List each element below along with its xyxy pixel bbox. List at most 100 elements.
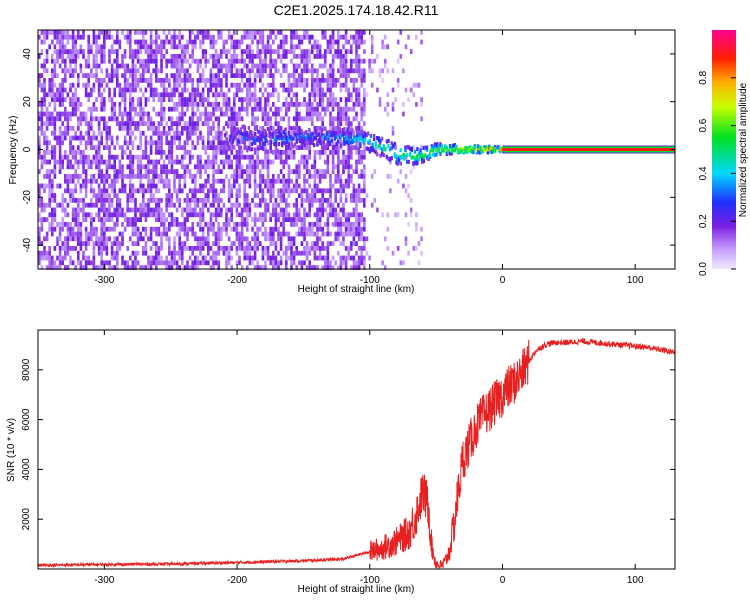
spectrogram-cell: [360, 78, 363, 83]
spectrogram-cell: [355, 39, 358, 45]
spectrogram-cell: [155, 250, 158, 256]
spectrogram-cell: [170, 140, 174, 146]
spectrogram-cell: [201, 164, 205, 170]
spectrogram-cell: [103, 126, 106, 131]
spectrogram-cell: [334, 207, 337, 213]
spectrogram-cell: [264, 97, 267, 102]
spectrogram-cell: [69, 68, 72, 74]
spectrogram-cell: [186, 97, 189, 102]
spectrogram-cell: [240, 169, 244, 174]
spectrogram-cell: [339, 87, 343, 93]
spectrogram-cell: [84, 121, 88, 126]
spectrogram-cell: [217, 121, 220, 126]
spectrogram-cell: [326, 154, 330, 160]
spectrogram-cell: [357, 126, 361, 131]
spectrogram-cell: [45, 111, 49, 117]
spectrogram-cell: [344, 193, 348, 198]
spectrogram-cell: [105, 260, 109, 266]
spectrogram-cell: [139, 135, 142, 141]
spectrogram-cell: [350, 150, 353, 155]
spectrogram-cell: [38, 111, 41, 117]
spectrogram-cell: [259, 169, 262, 174]
spectrogram-cell: [390, 141, 393, 146]
spectrogram-cell: [329, 68, 332, 74]
spectrogram-cell: [362, 139, 365, 144]
spectrogram-cell: [181, 250, 184, 256]
spectrogram-cell: [209, 159, 213, 165]
spectrogram-cell: [175, 154, 179, 160]
spectrogram-cell: [266, 97, 270, 102]
spectrogram-cell: [74, 174, 77, 179]
spectrogram-cell: [126, 78, 129, 83]
spectrogram-cell: [272, 49, 275, 54]
spectrogram-cell: [478, 145, 481, 150]
spectrogram-cell: [238, 164, 241, 170]
spectrogram-cell: [66, 183, 70, 189]
spectrogram-cell: [339, 63, 343, 69]
spectrogram-cell: [295, 198, 298, 203]
spectrogram-cell: [383, 34, 387, 40]
spectrogram-cell: [277, 250, 280, 256]
spectrogram-cell: [363, 121, 366, 126]
spectrogram-cell: [77, 126, 80, 131]
spectrogram-cell: [178, 183, 181, 189]
spectrogram-cell: [350, 193, 353, 198]
spectrogram-cell: [152, 241, 155, 246]
spectrogram-cell: [399, 161, 402, 166]
spectrogram-cell: [407, 193, 410, 198]
spectrogram-cell: [235, 212, 239, 218]
spectrogram-cell: [346, 129, 349, 133]
spectrogram-cell: [212, 135, 215, 141]
spectrogram-cell: [40, 73, 44, 78]
spectrogram-cell: [347, 231, 350, 237]
spectrogram-cell: [204, 198, 207, 203]
spectrogram-cell: [178, 178, 181, 184]
spectrogram-cell: [121, 207, 124, 213]
spectrogram-cell: [266, 49, 270, 54]
spectrogram-cell: [370, 68, 374, 74]
spectrogram-cell: [311, 87, 314, 93]
spectrogram-cell: [311, 246, 314, 251]
spectrogram-cell: [214, 241, 218, 246]
spectrogram-cell: [409, 212, 413, 218]
spectrogram-cell: [212, 169, 215, 174]
spectrogram-cell: [90, 159, 93, 165]
spectrogram-cell: [43, 121, 46, 126]
spectrogram-cell: [212, 44, 215, 50]
spectrogram-cell: [261, 63, 265, 69]
spectrogram-cell: [253, 78, 257, 83]
spectrogram-cell: [82, 202, 85, 208]
spectrogram-cell: [152, 49, 155, 54]
spectrogram-cell: [71, 58, 75, 64]
spectrogram-cell: [311, 198, 314, 203]
spectrogram-cell: [339, 255, 343, 261]
spectrogram-cell: [225, 145, 228, 150]
spectrogram-cell: [129, 174, 132, 179]
spectrogram-cell: [108, 58, 111, 64]
spectrogram-cell: [194, 207, 197, 213]
spectrogram-cell: [61, 198, 64, 203]
spectrogram-cell: [79, 111, 83, 117]
spectrogram-cell: [144, 102, 148, 107]
spectrogram-cell: [110, 97, 114, 102]
spectrogram-cell: [292, 116, 296, 122]
spectrogram-cell: [84, 193, 88, 198]
spectrogram-cell: [43, 255, 46, 261]
spectrogram-cell: [53, 126, 57, 131]
spectrogram-cell: [318, 246, 322, 251]
y-tick-label: -40: [22, 237, 33, 252]
spectrogram-cell: [129, 68, 132, 74]
spectrogram-cell: [157, 246, 161, 251]
spectrogram-cell: [298, 217, 301, 222]
spectrogram-cell: [328, 133, 332, 138]
spectrogram-cell: [248, 183, 252, 189]
spectrogram-cell: [329, 207, 332, 213]
spectrogram-cell: [214, 97, 218, 102]
spectrogram-cell: [103, 226, 106, 232]
spectrogram-cell: [87, 121, 90, 126]
spectrogram-cell: [204, 183, 207, 189]
spectrogram-cell: [181, 130, 184, 136]
spectrogram-cell: [329, 116, 332, 122]
spectrogram-cell: [191, 222, 194, 227]
